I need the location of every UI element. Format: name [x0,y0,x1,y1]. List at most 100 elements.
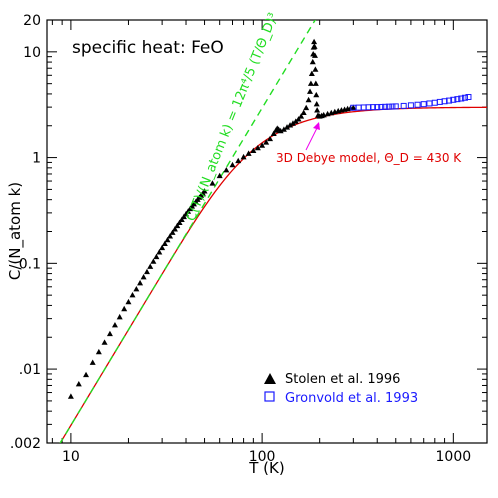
stolen-data-point [95,348,102,355]
gronvold-data-point [465,94,472,101]
stolen-data-point [133,285,140,292]
x-tick-label: 1000 [436,449,472,465]
stolen-data-point [75,380,82,387]
stolen-data-point [164,236,171,243]
gronvold-data-point [369,104,376,111]
y-axis-label: C/(N_atom k) [6,182,25,280]
gronvold-data-point [378,103,385,110]
stolen-data-point [313,91,320,98]
stolen-data-point [314,107,321,113]
y-tick-label: .002 [10,436,41,452]
gronvold-data-point [392,103,399,110]
gronvold-data-point [365,104,372,111]
stolen-data-point [311,52,318,58]
y-tick-label: 0.1 [19,256,41,272]
stolen-data-point [267,135,274,142]
gronvold-data-point [461,94,468,101]
gronvold-data-point [355,104,362,111]
gronvold-data-point [385,103,392,110]
stolen-data-point [129,291,136,298]
stolen-data-point [270,130,277,136]
stolen-data-point [350,104,357,110]
chart-title: specific heat: FeO [72,38,224,58]
x-tick-label: 10 [62,449,80,465]
stolen-data-point [235,157,242,164]
stolen-data-point [229,161,236,168]
stolen-data-point [178,216,185,223]
axis-ticks [47,19,487,444]
stolen-data-point [176,219,183,225]
stolen-data-point [161,240,168,247]
gronvold-data-point [426,100,433,107]
stolen-data-point [209,180,216,186]
stolen-data-point [111,322,118,328]
stolen-data-point [277,127,284,134]
stolen-data-point [289,120,296,126]
y-tick-label: 10 [23,45,41,61]
stolen-data-point [263,139,270,145]
gronvold-data-point [458,95,465,102]
stolen-data-point [306,88,313,94]
stolen-data-point [300,109,307,116]
gronvold-data-point [407,102,414,109]
stolen-data-point [150,258,157,264]
stolen-data-point [180,213,187,220]
gronvold-data-point [414,101,421,108]
stolen-data-point [284,124,291,130]
gronvold-data-point [441,98,448,105]
stolen-data-point [245,150,252,156]
stolen-data-point [254,144,261,151]
stolen-data-point [223,166,230,173]
legend: Stolen et al. 1996 Gronvold et al. 1993 [264,372,418,406]
stolen-data-point [159,244,166,251]
stolen-data-point [216,172,223,179]
stolen-data-point [167,233,174,239]
legend-triangle-marker [264,373,276,384]
gronvold-data-point [420,101,427,108]
stolen-data-point [280,126,287,132]
stolen-data-point [171,226,178,232]
stolen-data-point [137,279,144,286]
stolen-data-point [308,70,315,76]
gronvold-data-point [431,99,438,106]
stolen-data-point [140,273,147,280]
gronvold-data-point [374,104,381,111]
stolen-data-point [309,58,316,65]
stolen-data-point [311,43,318,49]
stolen-data-point [250,147,257,153]
legend-item-stolen: Stolen et al. 1996 [264,372,400,387]
x-tick-label: 100 [249,449,276,465]
legend-square-marker [264,391,275,402]
stolen-data-point [89,359,96,365]
stolen-data-point [240,153,247,160]
y-tick-label: .01 [19,362,41,378]
stolen-data-point [101,339,108,345]
debye-model-label: 3D Debye model, Θ_D = 430 K [276,151,462,165]
stolen-data-point [106,330,113,337]
y-tick-label: 20 [23,13,41,29]
stolen-data-point [312,80,319,86]
stolen-data-point [287,122,294,128]
stolen-data-point [156,249,163,255]
model-curves [59,20,487,443]
stolen-data-point [201,188,208,194]
annotation-arrow [305,122,320,151]
stolen-data-point [83,371,90,378]
stolen-data-point [313,100,320,107]
stolen-data-point [153,253,160,260]
stolen-data-point [121,305,128,312]
stolen-data-point [307,80,314,86]
stolen-data-point [311,38,318,45]
stolen-data-point [259,142,266,148]
stolen-data-point [305,96,312,103]
stolen-data-point [298,113,305,119]
t3-law-curve [59,20,316,443]
stolen-data-point [143,268,150,275]
gronvold-data-point [400,102,407,109]
axis-tick-labels: 10 100 1000 .002 .01 0.1 1 10 20 [10,13,471,465]
stolen-data-point [295,116,302,122]
stolen-data-point [312,66,319,72]
gronvold-data-point [454,96,461,103]
gronvold-data-point [446,97,453,104]
